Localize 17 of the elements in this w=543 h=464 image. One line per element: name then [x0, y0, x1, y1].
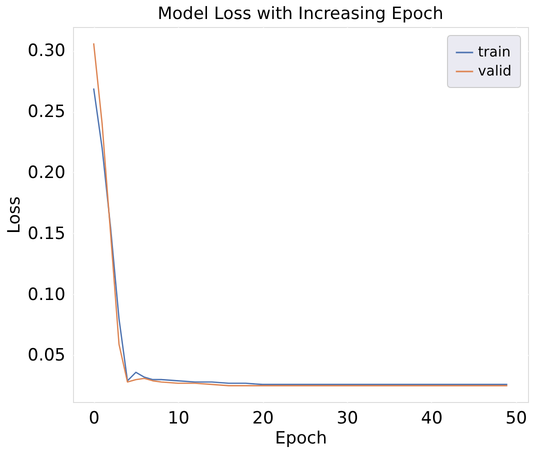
y-tick-label: 0.15 — [28, 224, 66, 244]
legend-label: valid — [478, 64, 512, 80]
x-tick-label: 10 — [168, 408, 190, 428]
x-tick-label: 0 — [88, 408, 100, 428]
x-tick-label: 50 — [505, 408, 528, 428]
x-tick-label: 40 — [421, 408, 443, 428]
y-tick-label: 0.20 — [28, 162, 66, 183]
x-tick-label: 20 — [252, 408, 274, 428]
x-tick-label: 30 — [336, 408, 358, 428]
y-tick-label: 0.10 — [28, 284, 66, 305]
x-axis-title: Epoch — [274, 428, 328, 448]
chart-title: Model Loss with Increasing Epoch — [158, 4, 444, 24]
y-tick-label: 0.30 — [28, 41, 66, 62]
y-tick-label: 0.05 — [28, 346, 66, 366]
y-axis-title: Loss — [4, 196, 25, 234]
y-tick-label: 0.25 — [28, 102, 66, 122]
legend-label: train — [478, 44, 511, 60]
